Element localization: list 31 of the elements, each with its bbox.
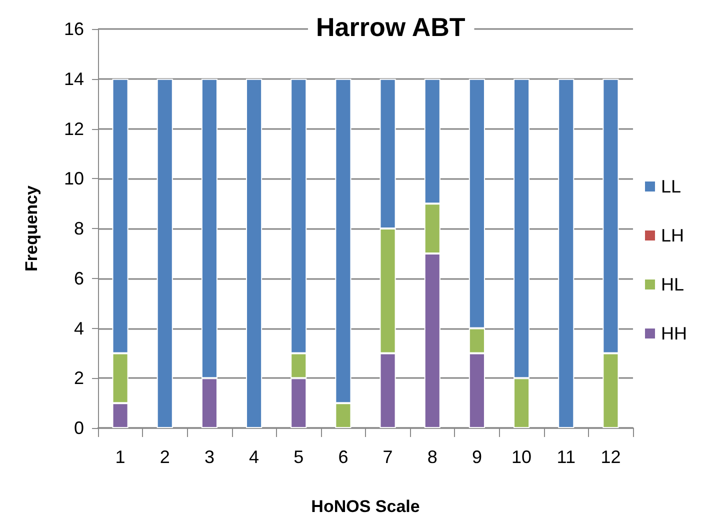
x-tick-label: 4 — [249, 447, 260, 467]
x-tick-label: 6 — [338, 447, 348, 467]
x-tick-label: 2 — [160, 447, 170, 467]
y-tick-label: 2 — [74, 368, 84, 388]
x-axis-title: HoNOS Scale — [311, 497, 420, 516]
y-tick-label: 8 — [74, 218, 84, 238]
y-tick-label: 0 — [74, 418, 84, 438]
y-tick-label: 12 — [64, 118, 84, 139]
x-tick-label: 11 — [556, 447, 576, 467]
y-tick-label: 14 — [64, 68, 84, 89]
legend-label: HL — [661, 274, 684, 294]
x-tick-label: 9 — [472, 447, 482, 467]
chart-title: Harrow ABT — [316, 12, 466, 42]
x-tick-label: 10 — [512, 447, 532, 467]
legend-label: LL — [661, 176, 682, 196]
x-tick-label: 12 — [600, 447, 621, 467]
y-tick-label: 16 — [64, 19, 84, 39]
bar — [558, 78, 574, 428]
y-axis-title: Frequency — [22, 184, 41, 272]
x-tick-label: 5 — [294, 447, 304, 467]
x-tick-label: 7 — [382, 447, 393, 467]
bar — [156, 78, 173, 428]
y-tick-label: 6 — [74, 268, 84, 288]
x-tick-label: 1 — [115, 447, 126, 467]
y-tick-label: 10 — [64, 168, 84, 189]
y-tick-label: 4 — [74, 318, 84, 338]
x-tick-label: 8 — [427, 447, 438, 467]
legend-label: LH — [661, 226, 684, 246]
x-tick-label: 3 — [204, 447, 214, 467]
legend-label: HH — [661, 324, 687, 344]
bar — [246, 78, 262, 428]
